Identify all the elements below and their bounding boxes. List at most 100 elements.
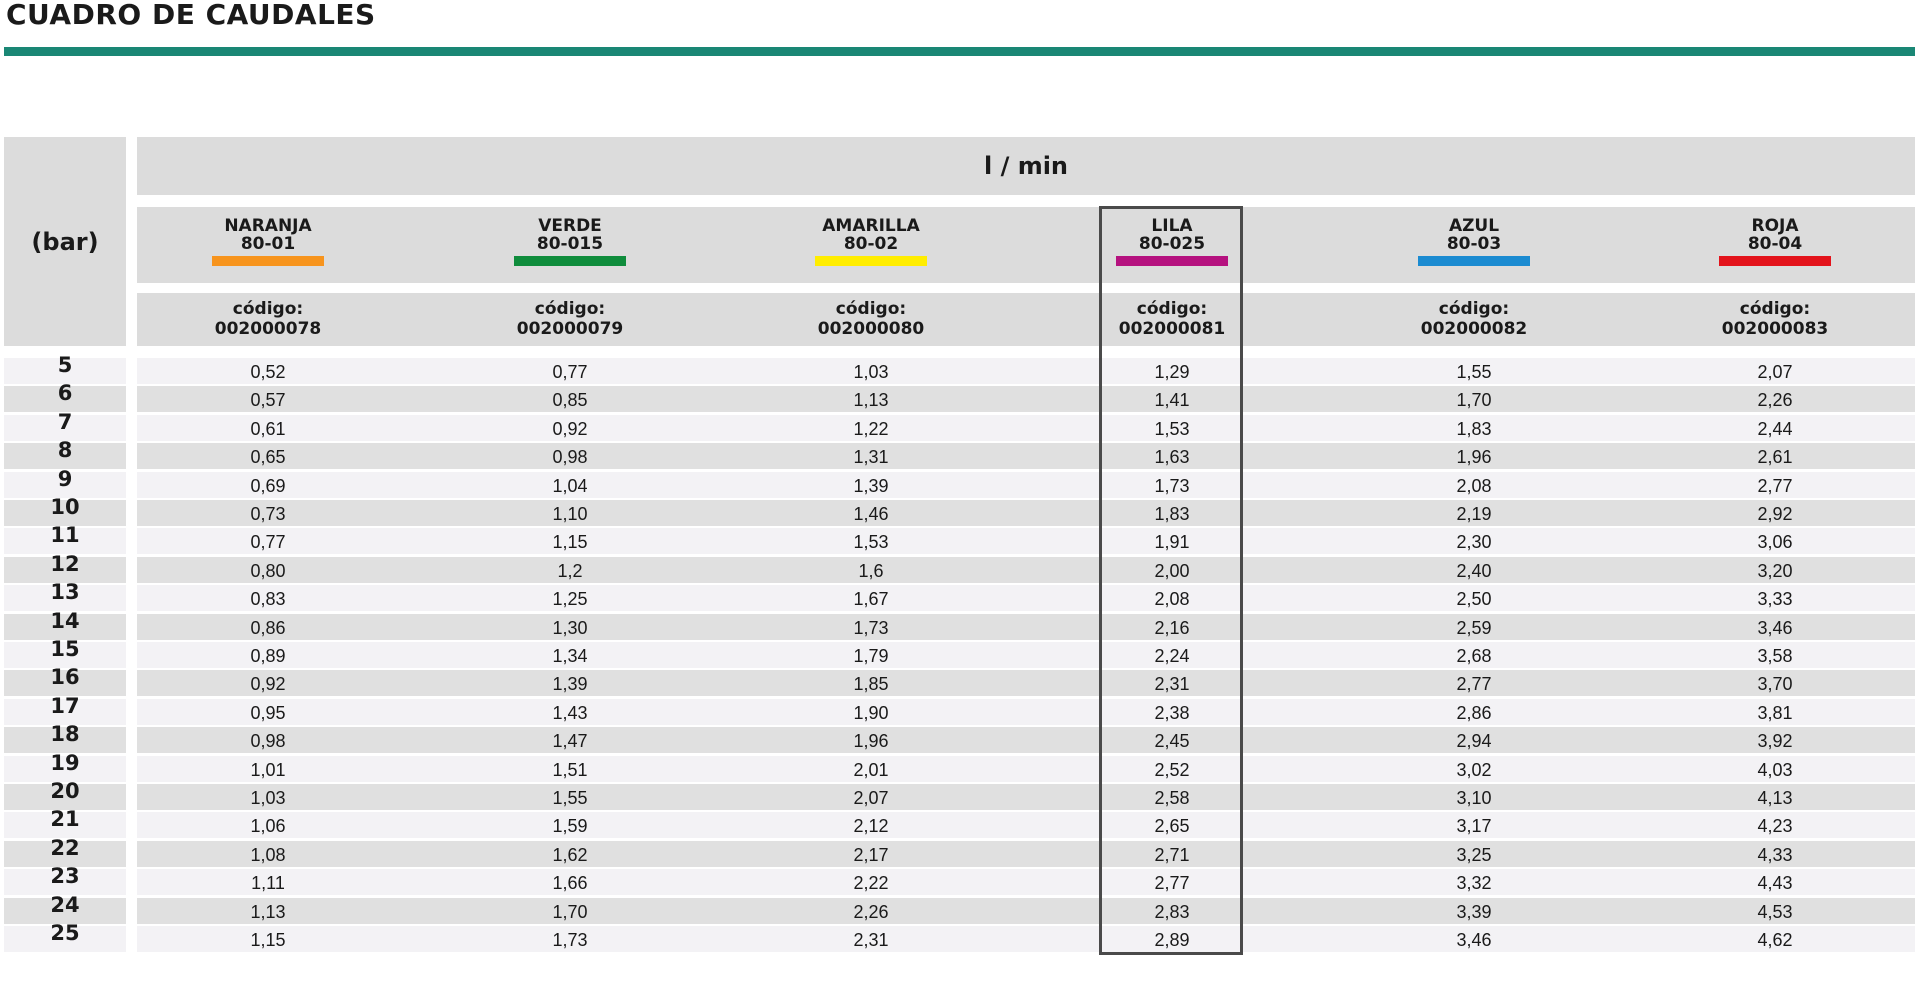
flow-value: 1,73 <box>552 930 588 950</box>
flow-value: 0,92 <box>552 418 588 439</box>
pressure-cell-bg <box>4 358 126 384</box>
code-label: código: <box>534 299 606 319</box>
flow-value: 3,25 <box>1456 844 1492 865</box>
pressure-value: 25 <box>50 921 80 945</box>
flow-value: 0,77 <box>250 532 286 553</box>
flow-value: 1,13 <box>250 901 286 922</box>
flow-value: 1,41 <box>1154 390 1190 411</box>
flow-value: 1,46 <box>853 504 889 524</box>
flow-value: 2,94 <box>1456 731 1492 752</box>
nozzle-header-azul: AZUL 80-03 <box>1374 217 1574 266</box>
flow-value: 0,89 <box>250 646 286 666</box>
table-row <box>137 755 1915 782</box>
flow-value: 4,23 <box>1757 816 1793 837</box>
flow-value: 1,67 <box>853 589 889 610</box>
nozzle-code-naranja: código: 002000078 <box>168 299 368 339</box>
flow-value: 0,98 <box>552 447 588 468</box>
pressure-value: 6 <box>57 381 73 406</box>
pressure-value: 13 <box>50 580 80 605</box>
flow-value: 1,53 <box>853 532 889 553</box>
pressure-value: 15 <box>50 637 80 661</box>
pressure-cell-bg <box>4 585 126 612</box>
pressure-value: 19 <box>50 750 80 775</box>
pressure-cell-bg <box>4 471 126 498</box>
flow-value: 0,57 <box>250 390 286 411</box>
nozzle-model: 80-03 <box>1446 234 1502 254</box>
flow-value: 2,08 <box>1154 589 1190 610</box>
flow-value: 1,79 <box>853 646 889 666</box>
table-row <box>137 642 1915 668</box>
table-row <box>137 414 1915 441</box>
flow-value: 1,91 <box>1154 532 1190 553</box>
flow-value: 0,80 <box>250 560 286 581</box>
nozzle-code-roja: código: 002000083 <box>1675 299 1875 339</box>
pressure-value: 22 <box>50 835 80 860</box>
code-label: código: <box>835 299 907 319</box>
flow-value: 0,86 <box>250 617 286 638</box>
flow-value: 1,96 <box>853 731 889 752</box>
pressure-value: 9 <box>57 466 73 491</box>
flow-value: 2,50 <box>1456 589 1492 610</box>
flow-value: 3,32 <box>1456 873 1492 894</box>
flow-value: 2,01 <box>853 759 889 780</box>
flow-value: 2,68 <box>1456 646 1492 666</box>
flow-value: 2,89 <box>1154 930 1190 950</box>
table-row <box>137 784 1915 810</box>
flow-value: 1,90 <box>853 702 889 723</box>
flow-value: 1,01 <box>250 759 286 780</box>
flow-value: 4,62 <box>1757 930 1793 950</box>
flow-value: 1,73 <box>853 617 889 638</box>
pressure-cell-bg <box>4 755 126 782</box>
flow-value: 1,04 <box>552 475 588 496</box>
nozzle-color-name: VERDE <box>538 216 602 236</box>
nozzle-color-name: AZUL <box>1448 216 1500 236</box>
flow-value: 2,92 <box>1757 504 1793 524</box>
pressure-value: 16 <box>50 665 80 690</box>
pressure-value: 14 <box>50 608 80 633</box>
flow-value: 3,70 <box>1757 674 1793 695</box>
pressure-cell-bg <box>4 556 126 583</box>
table-row <box>137 812 1915 839</box>
flow-value: 2,59 <box>1456 617 1492 638</box>
flow-value: 3,02 <box>1456 759 1492 780</box>
flow-value: 4,13 <box>1757 788 1793 808</box>
flow-value: 2,30 <box>1456 532 1492 553</box>
flow-value: 3,92 <box>1757 731 1793 752</box>
flow-value: 0,69 <box>250 475 286 496</box>
nozzle-model: 80-015 <box>536 234 604 254</box>
nozzle-model: 80-02 <box>843 234 899 254</box>
pressure-cell-bg <box>4 840 126 867</box>
flow-value: 0,61 <box>250 418 286 439</box>
table-row <box>137 443 1915 470</box>
pressure-cell-bg <box>4 698 126 725</box>
flow-value: 1,34 <box>552 646 588 666</box>
nozzle-color-name: LILA <box>1151 216 1193 236</box>
nozzle-color-swatch <box>1418 256 1530 266</box>
pressure-cell-bg <box>4 642 126 668</box>
flow-value: 4,53 <box>1757 901 1793 922</box>
table-row <box>137 613 1915 640</box>
flow-value: 2,83 <box>1154 901 1190 922</box>
flow-value: 1,53 <box>1154 418 1190 439</box>
code-value: 002000080 <box>817 319 925 339</box>
pressure-value: 21 <box>50 807 80 832</box>
nozzle-color-swatch <box>1719 256 1831 266</box>
table-row <box>137 840 1915 867</box>
flow-value: 0,73 <box>250 504 286 524</box>
flow-value: 1,31 <box>853 447 889 468</box>
flow-value: 1,43 <box>552 702 588 723</box>
flow-value: 1,22 <box>853 418 889 439</box>
flow-value: 1,13 <box>853 390 889 411</box>
flow-value: 0,85 <box>552 390 588 411</box>
nozzle-header-roja: ROJA 80-04 <box>1675 217 1875 266</box>
flow-value: 2,17 <box>853 844 889 865</box>
table-row <box>137 585 1915 612</box>
nozzle-model: 80-025 <box>1138 234 1206 254</box>
pressure-cell-bg <box>4 443 126 470</box>
flow-value: 3,58 <box>1757 646 1793 666</box>
flow-value: 3,46 <box>1456 930 1492 950</box>
flow-value: 2,65 <box>1154 816 1190 837</box>
table-row <box>137 698 1915 725</box>
flow-value: 2,52 <box>1154 759 1190 780</box>
table-row <box>137 556 1915 583</box>
